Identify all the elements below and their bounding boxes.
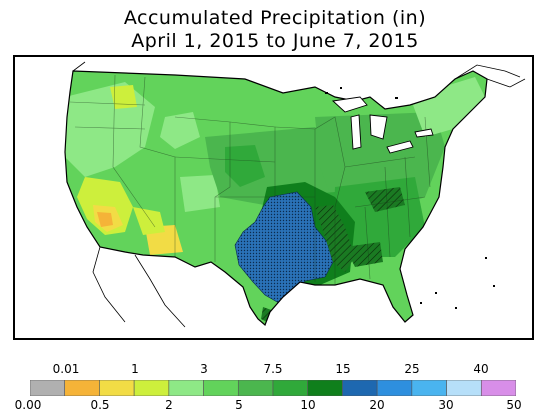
colorbar-swatch-11 [411,380,447,396]
great-lakes [331,96,434,154]
colorbar-swatch-1 [64,380,100,396]
border-lines [72,61,526,328]
colorbar-label-0-00: 0.00 [14,398,42,412]
map-frame [13,55,534,340]
colorbar-swatch-10 [376,380,413,396]
colorbar-swatch-13 [480,380,516,396]
colorbar-swatch-7 [272,380,309,396]
colorbar-swatch-9 [342,380,378,396]
colorbar-swatch-6 [237,380,274,396]
colorbar-label-30: 30 [438,398,454,412]
colorbar-label-50: 50 [506,398,522,412]
colorbar-swatch-12 [446,380,482,396]
colorbar-label-0-5: 0.5 [90,398,110,412]
colorbar-label-1: 1 [131,362,139,376]
colorbar-label-2: 2 [165,398,173,412]
map-title-line2: April 1, 2015 to June 7, 2015 [131,30,419,52]
state-boundaries [69,74,431,285]
map-title-line1: Accumulated Precipitation (in) [123,7,427,29]
colorbar-label-7-5: 7.5 [263,362,283,376]
scattered-lakes [325,87,495,309]
colorbar-label-0-01: 0.01 [52,362,80,376]
colorbar-swatch-0 [30,380,66,396]
colorbar-label-3: 3 [200,362,208,376]
colorbar-label-5: 5 [235,398,243,412]
colorbar-label-40: 40 [473,362,489,376]
colorbar-swatch-2 [99,380,135,396]
precipitation-map [64,61,526,328]
colorbar-swatch-3 [133,380,170,396]
colorbar-label-15: 15 [335,362,351,376]
colorbar-label-25: 25 [404,362,420,376]
colorbar-swatch-5 [203,380,239,396]
colorbar-swatch-4 [168,380,204,396]
colorbar-swatch-8 [307,380,343,396]
colorbar-label-10: 10 [300,398,316,412]
colorbar-label-20: 20 [369,398,385,412]
colorbar-swatches [30,380,516,396]
colorbar [30,380,516,396]
